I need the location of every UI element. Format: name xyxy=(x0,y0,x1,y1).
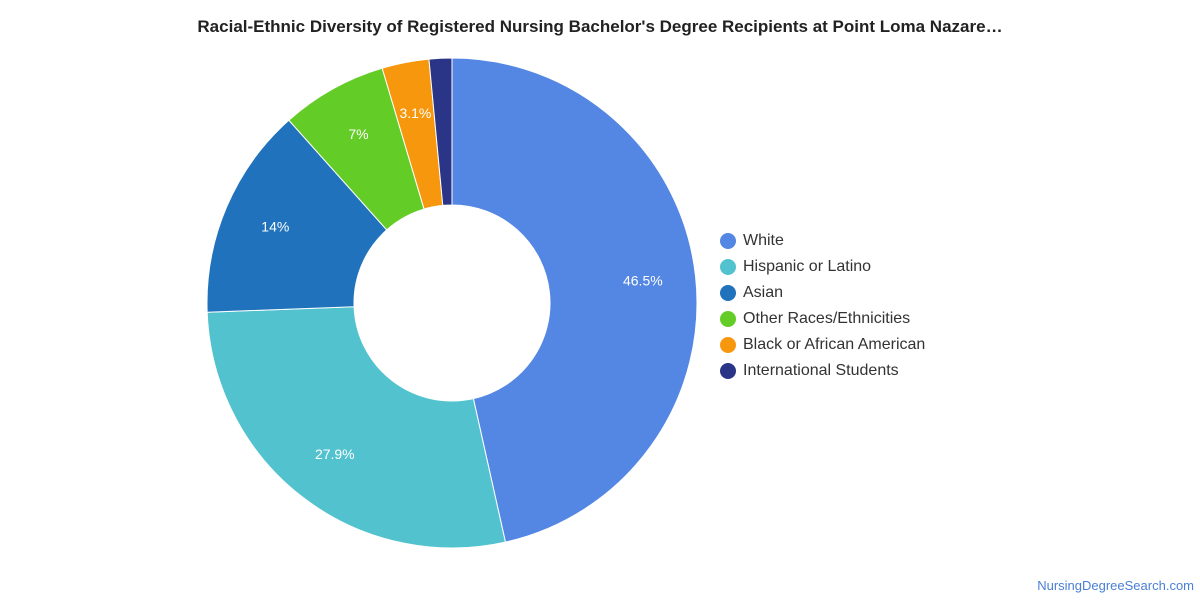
legend-item-hispanic-or-latino[interactable]: Hispanic or Latino xyxy=(720,254,925,280)
slice-hispanic-or-latino[interactable] xyxy=(206,306,507,549)
legend-label: White xyxy=(743,232,784,249)
legend-label: Asian xyxy=(743,284,784,301)
legend: White Hispanic or Latino Asian Other Races/… xyxy=(720,228,925,384)
legend-swatch xyxy=(720,311,736,327)
slice-label-other-races-ethnicities: 7% xyxy=(348,126,368,142)
legend-item-black-or-african-american[interactable]: Black or African American xyxy=(720,332,925,358)
legend-label: Hispanic or Latino xyxy=(743,258,872,275)
legend-item-international-students[interactable]: International Students xyxy=(720,358,925,384)
chart-title: Racial-Ethnic Diversity of Registered Nu… xyxy=(197,17,1003,36)
legend-item-other-races-ethnicities[interactable]: Other Races/Ethnicities xyxy=(720,306,925,332)
legend-label: Other Races/Ethnicities xyxy=(743,310,911,327)
slice-label-black-or-african-american: 3.1% xyxy=(399,105,431,121)
slice-label-asian: 14% xyxy=(261,219,289,235)
legend-label: Black or African American xyxy=(743,336,926,353)
watermark[interactable]: NursingDegreeSearch.com xyxy=(1037,578,1194,593)
legend-swatch xyxy=(720,233,736,249)
slice-label-white: 46.5% xyxy=(623,273,663,289)
slice-international-students[interactable] xyxy=(428,57,453,206)
legend-swatch xyxy=(720,337,736,353)
legend-swatch xyxy=(720,363,736,379)
slice-label-hispanic-or-latino: 27.9% xyxy=(315,446,355,462)
slice-asian[interactable] xyxy=(206,119,388,313)
slice-white[interactable] xyxy=(451,57,698,543)
legend-item-white[interactable]: White xyxy=(720,228,925,254)
legend-item-asian[interactable]: Asian xyxy=(720,280,925,306)
legend-label: International Students xyxy=(743,362,899,379)
legend-swatch xyxy=(720,259,736,275)
legend-swatch xyxy=(720,285,736,301)
